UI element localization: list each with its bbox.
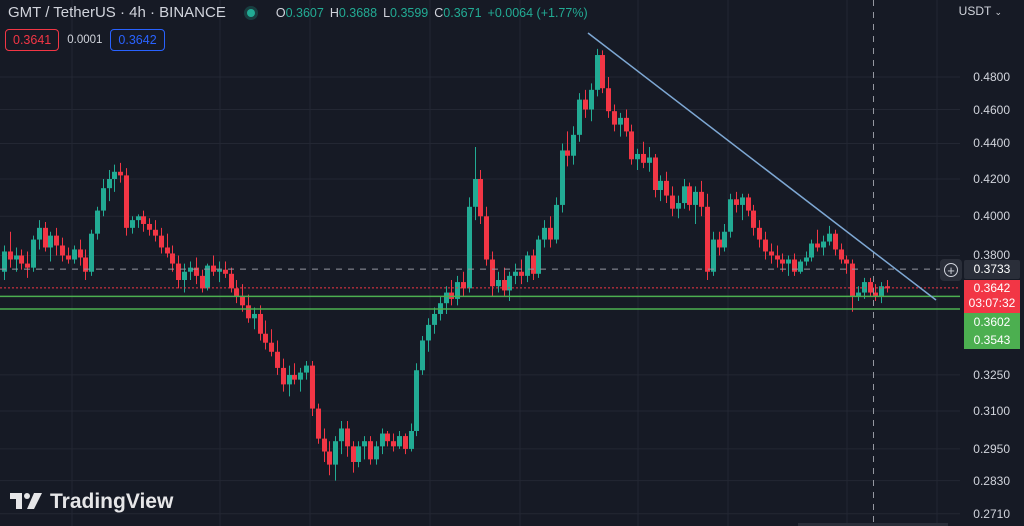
tradingview-logo[interactable]: TradingView: [10, 490, 173, 514]
price-axis-label: 0.4200: [973, 172, 1010, 187]
close-label: C: [434, 5, 444, 20]
last-price: 0.3642: [973, 281, 1011, 295]
sell-button[interactable]: 0.3641: [5, 29, 60, 51]
buy-button[interactable]: 0.3642: [110, 29, 165, 51]
ohlc-values: O0.3607 H0.3688 L0.3599 C0.3671 +0.0064 …: [276, 6, 588, 20]
level-tag-2: 0.3543: [964, 331, 1020, 349]
level-2-price: 0.3543: [973, 333, 1011, 347]
low-label: L: [383, 5, 391, 20]
spread-value: 0.0001: [67, 34, 103, 46]
last-price-tag: 0.3642 03:07:32: [964, 280, 1020, 313]
tradingview-logo-icon: [10, 493, 42, 509]
chart-overlays: [0, 0, 960, 526]
change-value: +0.0064 (+1.77%): [487, 5, 588, 20]
level-1-price: 0.3602: [973, 315, 1011, 329]
price-axis-label: 0.3250: [973, 367, 1010, 382]
buy-sell-row: 0.3641 0.0001 0.3642: [5, 29, 165, 51]
logo-text: TradingView: [50, 490, 174, 513]
bar-countdown: 03:07:32: [968, 296, 1016, 310]
add-alert-button[interactable]: +: [940, 259, 962, 281]
price-axis-label: 0.2710: [973, 506, 1010, 521]
price-axis-label: 0.4600: [973, 102, 1010, 117]
price-axis-label: 0.2830: [973, 473, 1010, 488]
level-tag-1: 0.3602: [964, 313, 1020, 331]
price-axis-label: 0.4800: [973, 70, 1010, 84]
plus-circle-icon: +: [944, 263, 958, 277]
price-axis-label: 0.3100: [973, 404, 1010, 419]
crosshair-price: 0.3733: [973, 262, 1011, 276]
open-value: 0.3607: [285, 5, 324, 20]
price-axis-label: 0.3800: [973, 248, 1010, 263]
high-value: 0.3688: [338, 5, 378, 20]
symbol-title[interactable]: GMT / TetherUS · 4h · BINANCE: [8, 4, 226, 21]
price-axis-label: 0.2950: [973, 441, 1010, 456]
open-label: O: [275, 5, 286, 20]
crosshair-price-tag: 0.3733: [964, 260, 1020, 279]
currency-selector[interactable]: USDT ⌄: [959, 4, 1002, 18]
price-axis-label: 0.4400: [973, 136, 1010, 151]
high-label: H: [329, 5, 339, 20]
close-value: 0.3671: [443, 5, 482, 20]
price-axis-label: 0.4000: [973, 209, 1010, 224]
chevron-down-icon: ⌄: [994, 7, 1002, 17]
chart-legend: GMT / TetherUS · 4h · BINANCE O0.3607 H0…: [8, 4, 588, 21]
market-status-icon: [243, 5, 258, 20]
currency-label: USDT: [958, 4, 992, 18]
low-value: 0.3599: [390, 5, 429, 20]
candlestick-series: [2, 48, 890, 481]
chart-grid: [0, 0, 960, 526]
